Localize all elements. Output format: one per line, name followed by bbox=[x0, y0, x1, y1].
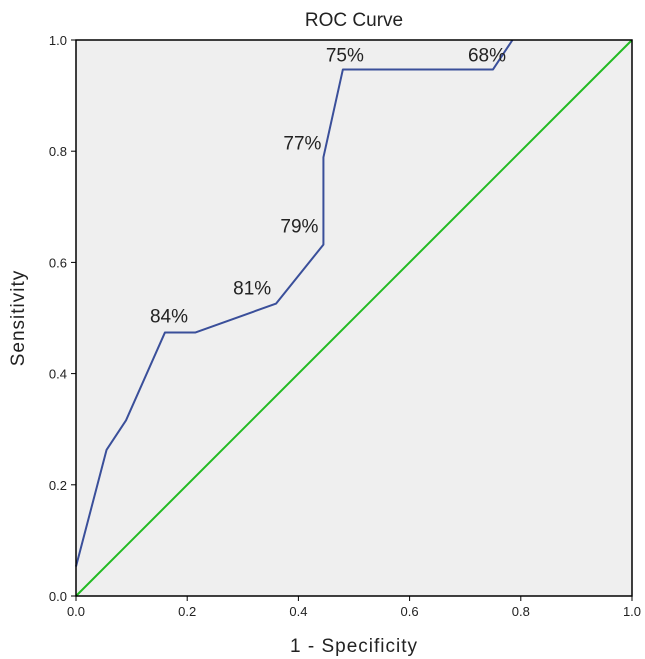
point-label: 68% bbox=[468, 45, 506, 66]
x-tick-label: 0.4 bbox=[289, 604, 307, 619]
y-axis-label: Sensitivity bbox=[8, 270, 29, 367]
x-tick-label: 0.0 bbox=[67, 604, 85, 619]
point-label: 84% bbox=[150, 306, 188, 327]
x-axis-label: 1 - Specificity bbox=[290, 636, 418, 657]
annotations-layer: 84% 81% 79% 77% 75% 68% bbox=[150, 45, 506, 327]
y-tick-label: 0.6 bbox=[49, 255, 67, 270]
y-tick-label: 0.0 bbox=[49, 589, 67, 604]
reference-line bbox=[75, 39, 633, 597]
point-label: 77% bbox=[283, 133, 321, 154]
point-label: 75% bbox=[326, 45, 364, 66]
y-tick-label: 1.0 bbox=[49, 33, 67, 48]
chart-title: ROC Curve bbox=[305, 10, 403, 31]
point-label: 81% bbox=[233, 279, 271, 300]
x-tick-label: 0.2 bbox=[178, 604, 196, 619]
plot-frame bbox=[75, 39, 633, 597]
series-layer bbox=[75, 39, 633, 597]
x-tick-label: 1.0 bbox=[623, 604, 641, 619]
point-label: 79% bbox=[280, 217, 318, 238]
x-tick-label: 0.8 bbox=[512, 604, 530, 619]
y-tick-label: 0.8 bbox=[49, 144, 67, 159]
y-tick-label: 0.4 bbox=[49, 367, 67, 382]
x-tick-label: 0.6 bbox=[401, 604, 419, 619]
ticks-layer: 0.0 0.2 0.4 0.6 0.8 1.0 0.0 0.2 0.4 0.6 0.8 1.0 bbox=[49, 33, 641, 619]
y-tick-label: 0.2 bbox=[49, 478, 67, 493]
roc-curve-line bbox=[75, 39, 514, 567]
